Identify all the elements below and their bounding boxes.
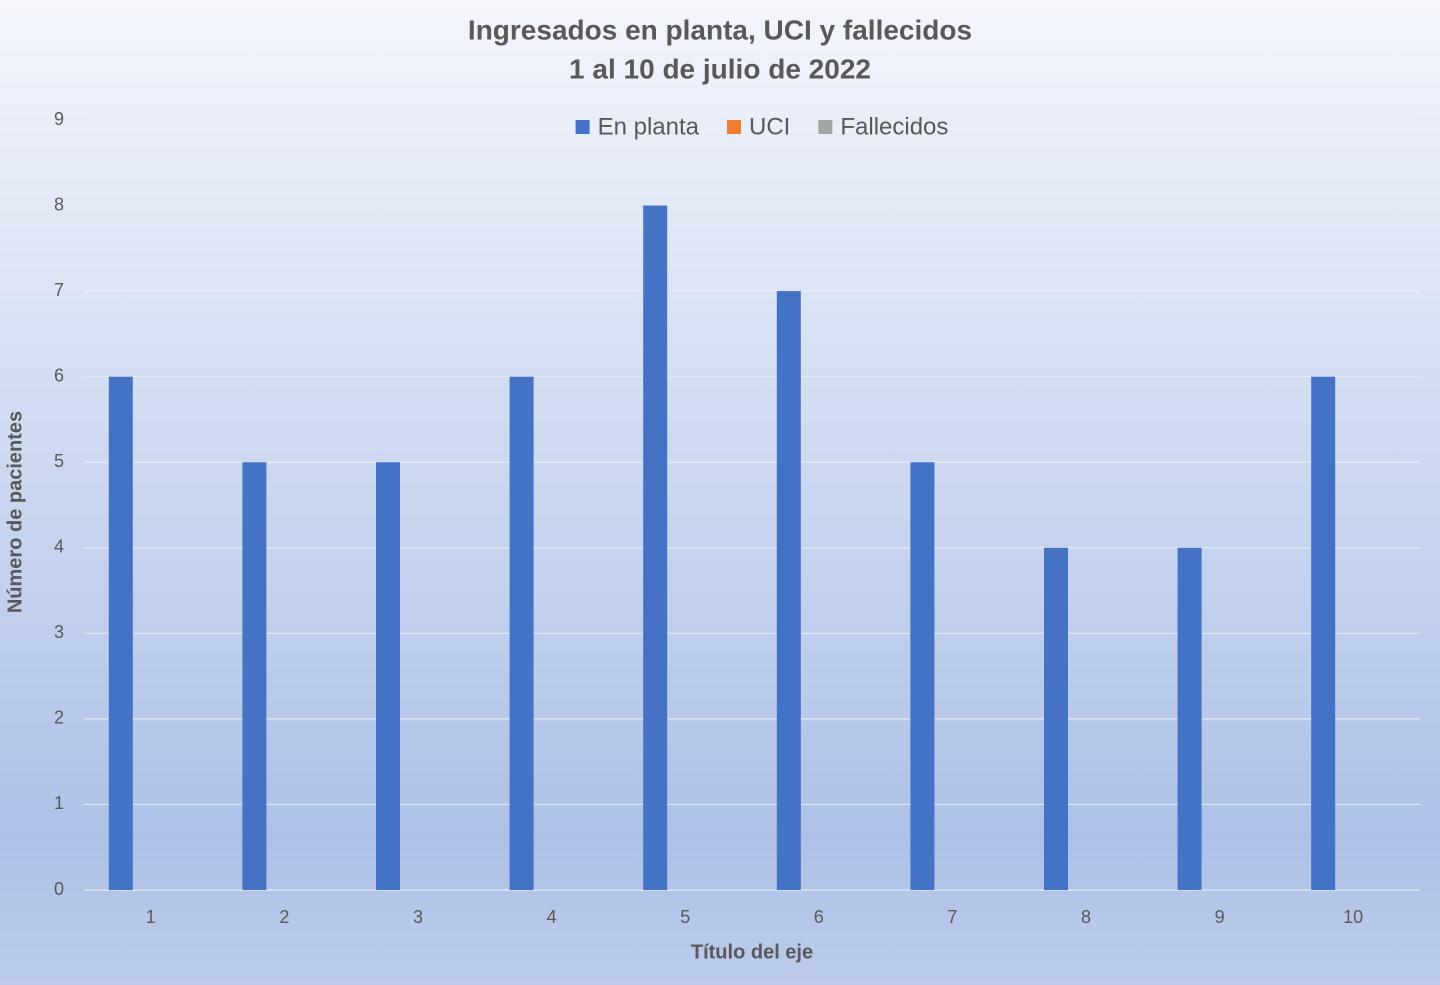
bar (1177, 547, 1202, 890)
x-tick-label: 9 (1215, 907, 1225, 927)
legend-swatch (727, 120, 742, 134)
y-tick-label: 2 (54, 708, 64, 728)
y-tick-label: 0 (54, 879, 64, 899)
bar (376, 462, 400, 890)
y-tick-label: 8 (54, 194, 64, 214)
x-axis-title: Título del eje (691, 941, 813, 963)
bar (1044, 547, 1068, 890)
x-tick-label: 8 (1081, 907, 1091, 927)
bar (1311, 376, 1336, 891)
y-tick-label: 6 (54, 365, 64, 385)
x-tick-label: 4 (547, 907, 557, 927)
legend-label: En planta (598, 113, 700, 140)
legend-label: UCI (749, 113, 790, 140)
x-tick-label: 3 (413, 907, 423, 927)
chart-title: Ingresados en planta, UCI y fallecidos (468, 14, 972, 45)
legend-swatch (575, 120, 590, 134)
bar (108, 376, 133, 891)
legend-swatch (818, 120, 833, 134)
chart-subtitle: 1 al 10 de julio de 2022 (569, 53, 871, 84)
y-tick-label: 4 (54, 537, 64, 557)
x-tick-label: 2 (279, 907, 289, 927)
y-tick-label: 9 (54, 109, 64, 129)
y-tick-label: 5 (54, 451, 64, 471)
x-tick-label: 7 (947, 907, 957, 927)
x-tick-label: 10 (1343, 907, 1363, 927)
y-tick-label: 7 (54, 280, 64, 300)
x-tick-label: 5 (680, 907, 690, 927)
bar (643, 205, 668, 891)
bar (509, 376, 534, 891)
legend-label: Fallecidos (840, 113, 948, 140)
y-axis-title: Número de pacientes (4, 411, 26, 613)
bar (242, 462, 267, 890)
y-tick-label: 1 (54, 793, 64, 813)
x-tick-label: 1 (146, 907, 156, 927)
y-tick-label: 3 (54, 622, 64, 642)
bar (910, 462, 935, 890)
bar (776, 291, 801, 891)
x-tick-label: 6 (814, 907, 824, 927)
